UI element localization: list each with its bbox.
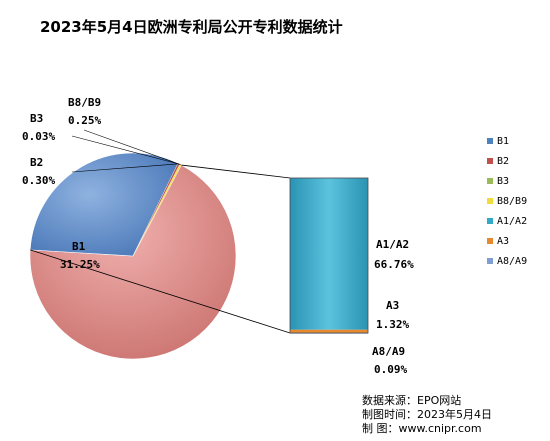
- secondary-bar: [289, 177, 369, 334]
- legend: B1 B2 B3 B8/B9 A1/A2 A3 A8/A9: [487, 136, 527, 267]
- data-label-name-a8a9: A8/A9: [372, 345, 405, 358]
- connector-lines: [30, 164, 291, 334]
- source-line-1: 数据来源：EPO网站: [362, 393, 461, 407]
- legend-label-a1a2: A1/A2: [497, 216, 527, 227]
- data-label-value-b3: 0.03%: [22, 130, 55, 143]
- data-label-value-a8a9: 0.09%: [374, 363, 407, 376]
- bar-segment-a1a2: [290, 178, 368, 330]
- bar-segment-a3: [290, 329, 368, 333]
- data-label-name-b2: B2: [30, 156, 43, 169]
- legend-label-b8b9: B8/B9: [497, 196, 527, 207]
- data-label-value-a3: 1.32%: [376, 318, 409, 331]
- data-label-value-b1: 31.25%: [60, 258, 100, 271]
- legend-label-b1: B1: [497, 136, 509, 147]
- legend-swatch-b3: [487, 178, 493, 184]
- leader-line-b3: [71, 135, 180, 165]
- legend-label-a3: A3: [497, 236, 509, 247]
- legend-swatch-a1a2: [487, 218, 493, 224]
- data-label-name-b8b9: B8/B9: [68, 96, 101, 109]
- data-label-name-a3: A3: [386, 299, 399, 312]
- bar-outline: [289, 177, 369, 334]
- data-label-value-a1a2: 66.76%: [374, 258, 414, 271]
- legend-label-b2: B2: [497, 156, 509, 167]
- chart-title: 2023年5月4日欧洲专利局公开专利数据统计: [40, 18, 343, 36]
- pie-slice-other: [29, 164, 237, 360]
- legend-swatch-b1: [487, 138, 493, 144]
- pie-group: [29, 152, 237, 360]
- data-label-value-b2: 0.30%: [22, 174, 55, 187]
- data-label-name-b3: B3: [30, 112, 43, 125]
- legend-label-b3: B3: [497, 176, 509, 187]
- connector-bottom: [30, 249, 291, 334]
- data-label-value-b8b9: 0.25%: [68, 114, 101, 127]
- legend-swatch-a8a9: [487, 258, 493, 264]
- leader-line-b2: [71, 163, 179, 173]
- legend-swatch-b8b9: [487, 198, 493, 204]
- source-line-2: 制图时间：2023年5月4日: [362, 407, 492, 421]
- leader-line-b8b9: [83, 129, 181, 165]
- data-label-name-b1: B1: [72, 240, 86, 253]
- data-labels: B1 31.25% B2 0.30% B3 0.03% B8/B9 0.25% A1/A2 66.…: [22, 96, 414, 376]
- legend-swatch-b2: [487, 158, 493, 164]
- legend-swatch-a3: [487, 238, 493, 244]
- connector-top: [181, 164, 291, 179]
- source-line-3: 制 图：www.cnipr.com: [362, 422, 482, 435]
- legend-label-a8a9: A8/A9: [497, 256, 527, 267]
- data-label-name-a1a2: A1/A2: [376, 238, 409, 251]
